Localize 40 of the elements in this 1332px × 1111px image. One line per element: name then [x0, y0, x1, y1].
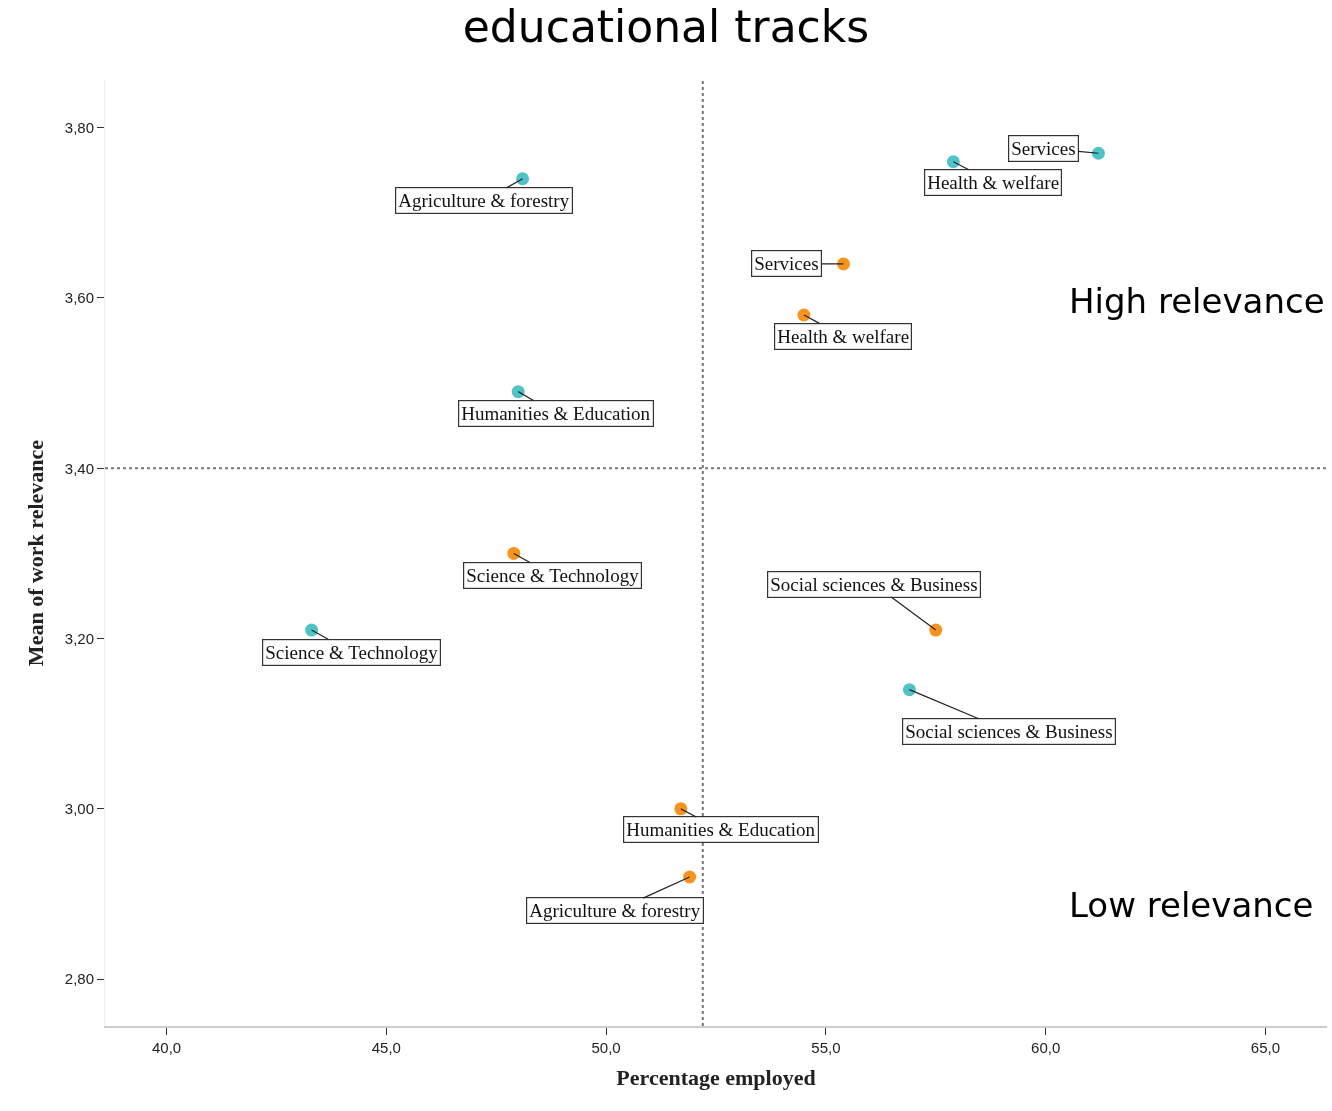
y-tick-label: 3,60 [64, 289, 94, 307]
point [683, 870, 697, 884]
x-tick-label: 65,0 [1250, 1039, 1281, 1056]
data-label: Social sciences & Business [905, 721, 1113, 743]
y-tick-label: 3,80 [64, 118, 94, 136]
data-label: Science & Technology [265, 642, 439, 664]
x-tick-label: 50,0 [591, 1039, 621, 1056]
data-label: Agriculture & forestry [529, 900, 701, 922]
point [836, 257, 850, 271]
data-label: Agriculture & forestry [398, 190, 570, 212]
y-tick-label: 3,40 [64, 459, 94, 477]
x-axis-title: Percentage employed [616, 1065, 816, 1091]
point [902, 683, 916, 697]
y-tick-label: 3,00 [64, 800, 94, 818]
y-axis-title: Mean of work relevance [22, 439, 48, 667]
point [516, 172, 530, 186]
annotation: High relevance [1069, 281, 1325, 321]
x-tick-label: 45,0 [371, 1039, 401, 1056]
x-tick-label: 40,0 [151, 1039, 182, 1056]
data-label: Health & welfare [777, 326, 910, 348]
point [929, 623, 943, 637]
data-label: Health & welfare [927, 172, 1060, 194]
point [305, 623, 319, 637]
point [507, 546, 521, 560]
y-tick-label: 2,80 [64, 970, 94, 988]
data-label: Humanities & Education [461, 403, 651, 425]
data-label: Social sciences & Business [770, 574, 978, 596]
y-tick-label: 3,20 [64, 629, 94, 647]
x-tick-label: 55,0 [811, 1039, 841, 1056]
data-label: Humanities & Education [626, 819, 816, 841]
point [946, 155, 960, 169]
x-tick-label: 60,0 [1031, 1039, 1061, 1056]
data-label: Services [1011, 138, 1076, 160]
chart-title: educational tracks [462, 0, 870, 52]
data-label: Science & Technology [466, 565, 640, 587]
point [1091, 146, 1105, 160]
data-label: Services [754, 253, 819, 275]
annotation: Low relevance [1069, 885, 1314, 925]
point [511, 385, 525, 399]
point [674, 802, 688, 816]
